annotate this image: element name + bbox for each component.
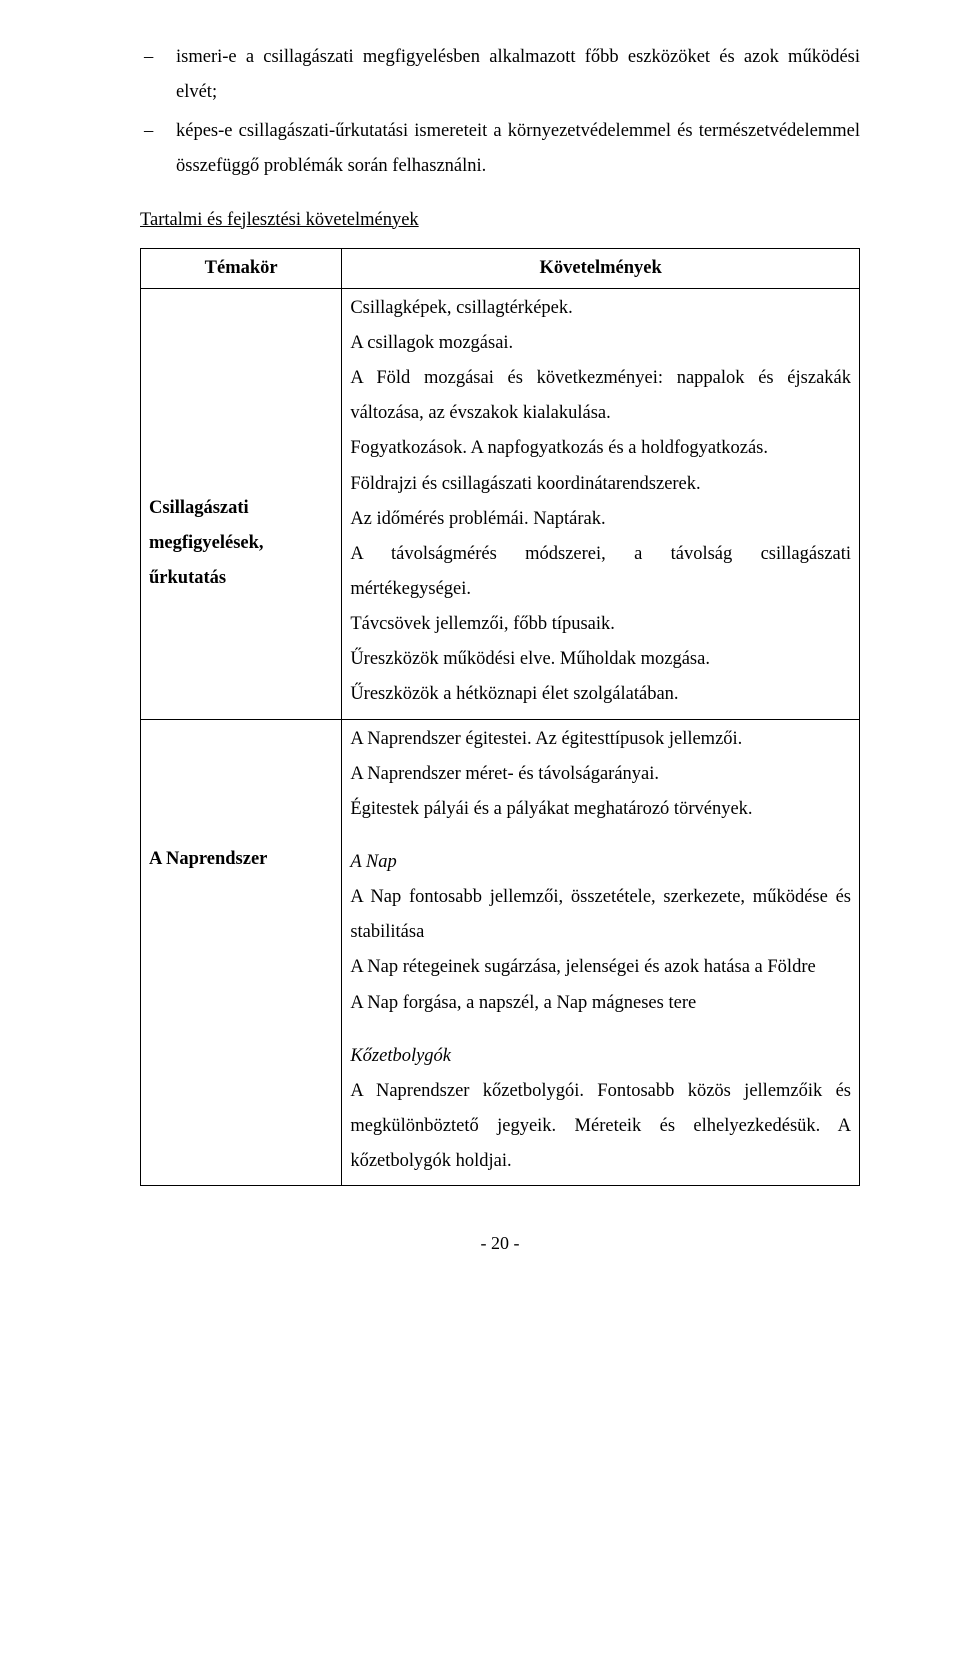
req-line: Űreszközök működési elve. Műholdak mozgá… bbox=[350, 642, 851, 677]
req-line: A Nap forgása, a napszél, a Nap mágneses… bbox=[350, 986, 851, 1021]
req-line: A Naprendszer méret- és távolságarányai. bbox=[350, 757, 851, 792]
table-row: Csillagászati megfigyelések, űrkutatás C… bbox=[141, 288, 860, 719]
req-line: A Nap fontosabb jellemzői, összetétele, … bbox=[350, 880, 851, 950]
req-line: Űreszközök a hétköznapi élet szolgálatáb… bbox=[350, 677, 851, 712]
topic-cell: A Naprendszer bbox=[141, 719, 342, 1186]
requirements-cell: A Naprendszer égitestei. Az égitesttípus… bbox=[342, 719, 860, 1186]
topic-cell: Csillagászati megfigyelések, űrkutatás bbox=[141, 288, 342, 719]
table-header-row: Témakör Követelmények bbox=[141, 248, 860, 288]
req-line: A Nap rétegeinek sugárzása, jelenségei é… bbox=[350, 950, 851, 985]
requirements-table: Témakör Követelmények Csillagászati megf… bbox=[140, 248, 860, 1187]
req-line: A csillagok mozgásai. bbox=[350, 326, 851, 361]
req-line: Fogyatkozások. A napfogyatkozás és a hol… bbox=[350, 431, 851, 466]
table-row: A Naprendszer A Naprendszer égitestei. A… bbox=[141, 719, 860, 1186]
req-line: Csillagképek, csillagtérképek. bbox=[350, 291, 851, 326]
page-number: - 20 - bbox=[140, 1226, 860, 1260]
requirements-cell: Csillagképek, csillagtérképek. A csillag… bbox=[342, 288, 860, 719]
dash-icon: – bbox=[140, 114, 176, 184]
req-line: Földrajzi és csillagászati koordinátaren… bbox=[350, 467, 851, 502]
bullet-list: – ismeri-e a csillagászati megfigyelésbe… bbox=[140, 40, 860, 185]
subsection-title: A Nap bbox=[350, 845, 851, 880]
req-line: A távolságmérés módszerei, a távolság cs… bbox=[350, 537, 851, 607]
subsection-title: Kőzetbolygók bbox=[350, 1039, 851, 1074]
list-item: – ismeri-e a csillagászati megfigyelésbe… bbox=[140, 40, 860, 110]
req-line: A Naprendszer kőzetbolygói. Fontosabb kö… bbox=[350, 1074, 851, 1179]
header-requirements: Követelmények bbox=[342, 248, 860, 288]
bullet-text: ismeri-e a csillagászati megfigyelésben … bbox=[176, 40, 860, 110]
req-line: Égitestek pályái és a pályákat meghatáro… bbox=[350, 792, 851, 827]
bullet-text: képes-e csillagászati-űrkutatási ismeret… bbox=[176, 114, 860, 184]
req-line: A Föld mozgásai és következményei: nappa… bbox=[350, 361, 851, 431]
header-topic: Témakör bbox=[141, 248, 342, 288]
req-line: Távcsövek jellemzői, főbb típusaik. bbox=[350, 607, 851, 642]
list-item: – képes-e csillagászati-űrkutatási ismer… bbox=[140, 114, 860, 184]
topic-label: Csillagászati megfigyelések, űrkutatás bbox=[149, 291, 333, 596]
document-page: – ismeri-e a csillagászati megfigyelésbe… bbox=[0, 0, 960, 1290]
req-line: A Naprendszer égitestei. Az égitesttípus… bbox=[350, 722, 851, 757]
dash-icon: – bbox=[140, 40, 176, 110]
section-heading: Tartalmi és fejlesztési követelmények bbox=[140, 203, 860, 238]
topic-label: A Naprendszer bbox=[149, 722, 333, 877]
req-line: Az időmérés problémái. Naptárak. bbox=[350, 502, 851, 537]
